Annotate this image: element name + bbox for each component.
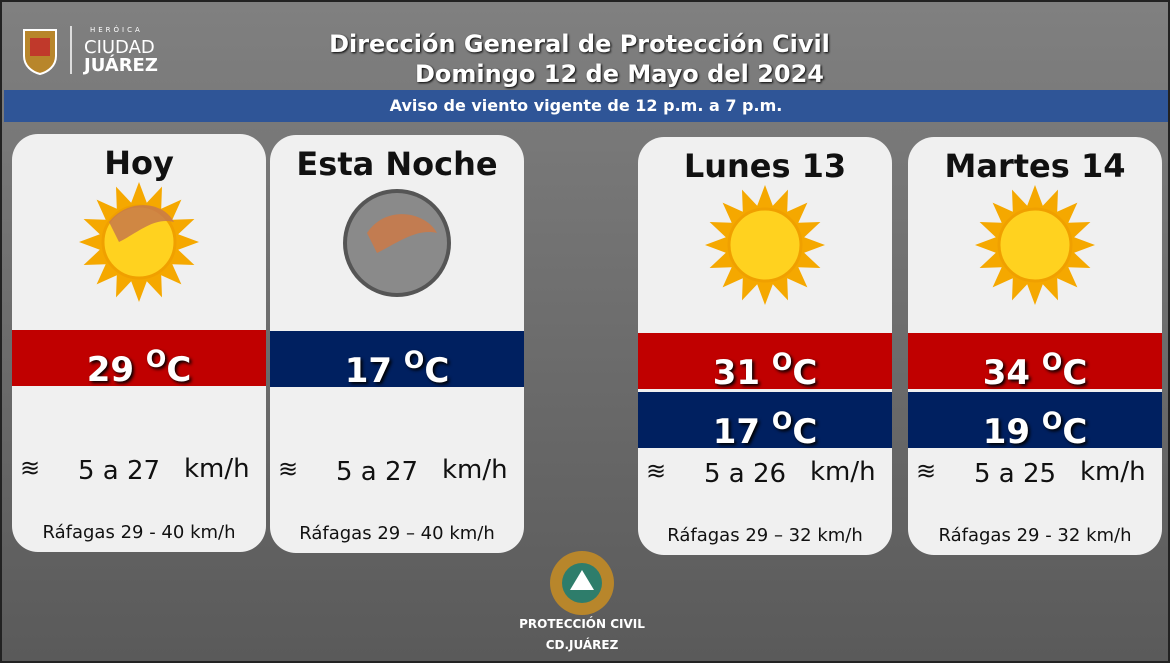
weather-icon [975, 185, 1095, 305]
gust-range: 29 - 40 [120, 522, 185, 543]
gust-range: 29 – 32 [745, 525, 812, 546]
gust-unit: km/h [190, 522, 236, 543]
card-title: Hoy [104, 144, 174, 182]
day-card: Lunes 13 31 OC 17 OC ≋ 5 a 26 km/h Ráfagas 29 … [638, 137, 892, 555]
degree-sign: O [403, 346, 425, 374]
date: Domingo 12 de Mayo del 2024 [415, 60, 824, 88]
divider [70, 26, 72, 74]
temperature: 31 OC [638, 333, 892, 393]
weather-icon [79, 182, 199, 302]
wind-unit: km/h [184, 454, 250, 484]
temp-value: 31 [712, 353, 761, 393]
degree-sign: O [145, 345, 167, 373]
weather-icon [705, 185, 825, 305]
temp-value: 17 [712, 412, 761, 452]
gust-label: Ráfagas [42, 522, 115, 543]
gust-label: Ráfagas [299, 523, 372, 544]
footer-city: CD.JUÁREZ [545, 638, 619, 652]
wind-unit: km/h [442, 455, 508, 485]
temp-value: 17 [344, 351, 393, 391]
temperature: 17 OC [270, 331, 524, 391]
temp-value: 19 [982, 412, 1031, 452]
title: Dirección General de Protección Civil [329, 30, 830, 58]
temp-unit: C [792, 353, 818, 393]
temperature: 17 OC [638, 392, 892, 452]
temp-unit: C [1062, 412, 1088, 452]
card-title: Martes 14 [944, 147, 1126, 185]
city-shield [23, 29, 57, 76]
day-card: Martes 14 34 OC 19 OC ≋ 5 a 25 km/h Ráfagas 29… [908, 137, 1162, 555]
notice: Aviso de viento vigente de 12 p.m. a 7 p… [4, 90, 1168, 122]
gusts: Ráfagas 29 - 32 km/h [908, 525, 1162, 546]
civil-logo [550, 551, 614, 615]
gust-range: 29 – 40 [377, 523, 444, 544]
wind-speed: 5 a 26 [704, 459, 787, 489]
day-card: Esta Noche 17 OC ≋ 5 a 27 km/h Ráfagas 29 – 4… [270, 135, 524, 553]
logo-top: HERÓICA [90, 26, 143, 34]
wind-speed: 5 a 27 [336, 457, 419, 487]
logo-name: JUÁREZ [84, 55, 158, 76]
gust-unit: km/h [817, 525, 863, 546]
gusts: Ráfagas 29 – 40 km/h [270, 523, 524, 544]
gusts: Ráfagas 29 - 40 km/h [12, 522, 266, 543]
wind-speed: 5 a 25 [974, 459, 1057, 489]
gust-unit: km/h [449, 523, 495, 544]
temp-unit: C [166, 350, 192, 390]
temp-unit: C [792, 412, 818, 452]
wind-icon: ≋ [916, 457, 937, 485]
degree-sign: O [1041, 348, 1063, 376]
temperature: 34 OC [908, 333, 1162, 393]
degree-sign: O [771, 348, 793, 376]
temp-unit: C [1062, 353, 1088, 393]
logo-city: CIUDAD [84, 37, 155, 58]
wind-icon: ≋ [20, 454, 41, 482]
degree-sign: O [771, 407, 793, 435]
wind-icon: ≋ [646, 457, 667, 485]
wind-icon: ≋ [278, 455, 299, 483]
degree-sign: O [1041, 407, 1063, 435]
footer-org: PROTECCIÓN CIVIL [519, 617, 645, 631]
temp-value: 34 [982, 353, 1031, 393]
temperature: 29 OC [12, 330, 266, 390]
gust-label: Ráfagas [938, 525, 1011, 546]
gust-range: 29 - 32 [1016, 525, 1081, 546]
gust-unit: km/h [1086, 525, 1132, 546]
wind-speed: 5 a 27 [78, 456, 161, 486]
card-title: Esta Noche [296, 145, 498, 183]
gusts: Ráfagas 29 – 32 km/h [638, 525, 892, 546]
gust-label: Ráfagas [667, 525, 740, 546]
wind-unit: km/h [810, 457, 876, 487]
temp-value: 29 [86, 350, 135, 390]
weather-icon [337, 183, 457, 303]
temp-unit: C [424, 351, 450, 391]
card-title: Lunes 13 [683, 147, 847, 185]
day-card: Hoy 29 OC ≋ 5 a 27 km/h Ráfagas 29 - 40 km/h [12, 134, 266, 552]
wind-unit: km/h [1080, 457, 1146, 487]
temperature: 19 OC [908, 392, 1162, 452]
